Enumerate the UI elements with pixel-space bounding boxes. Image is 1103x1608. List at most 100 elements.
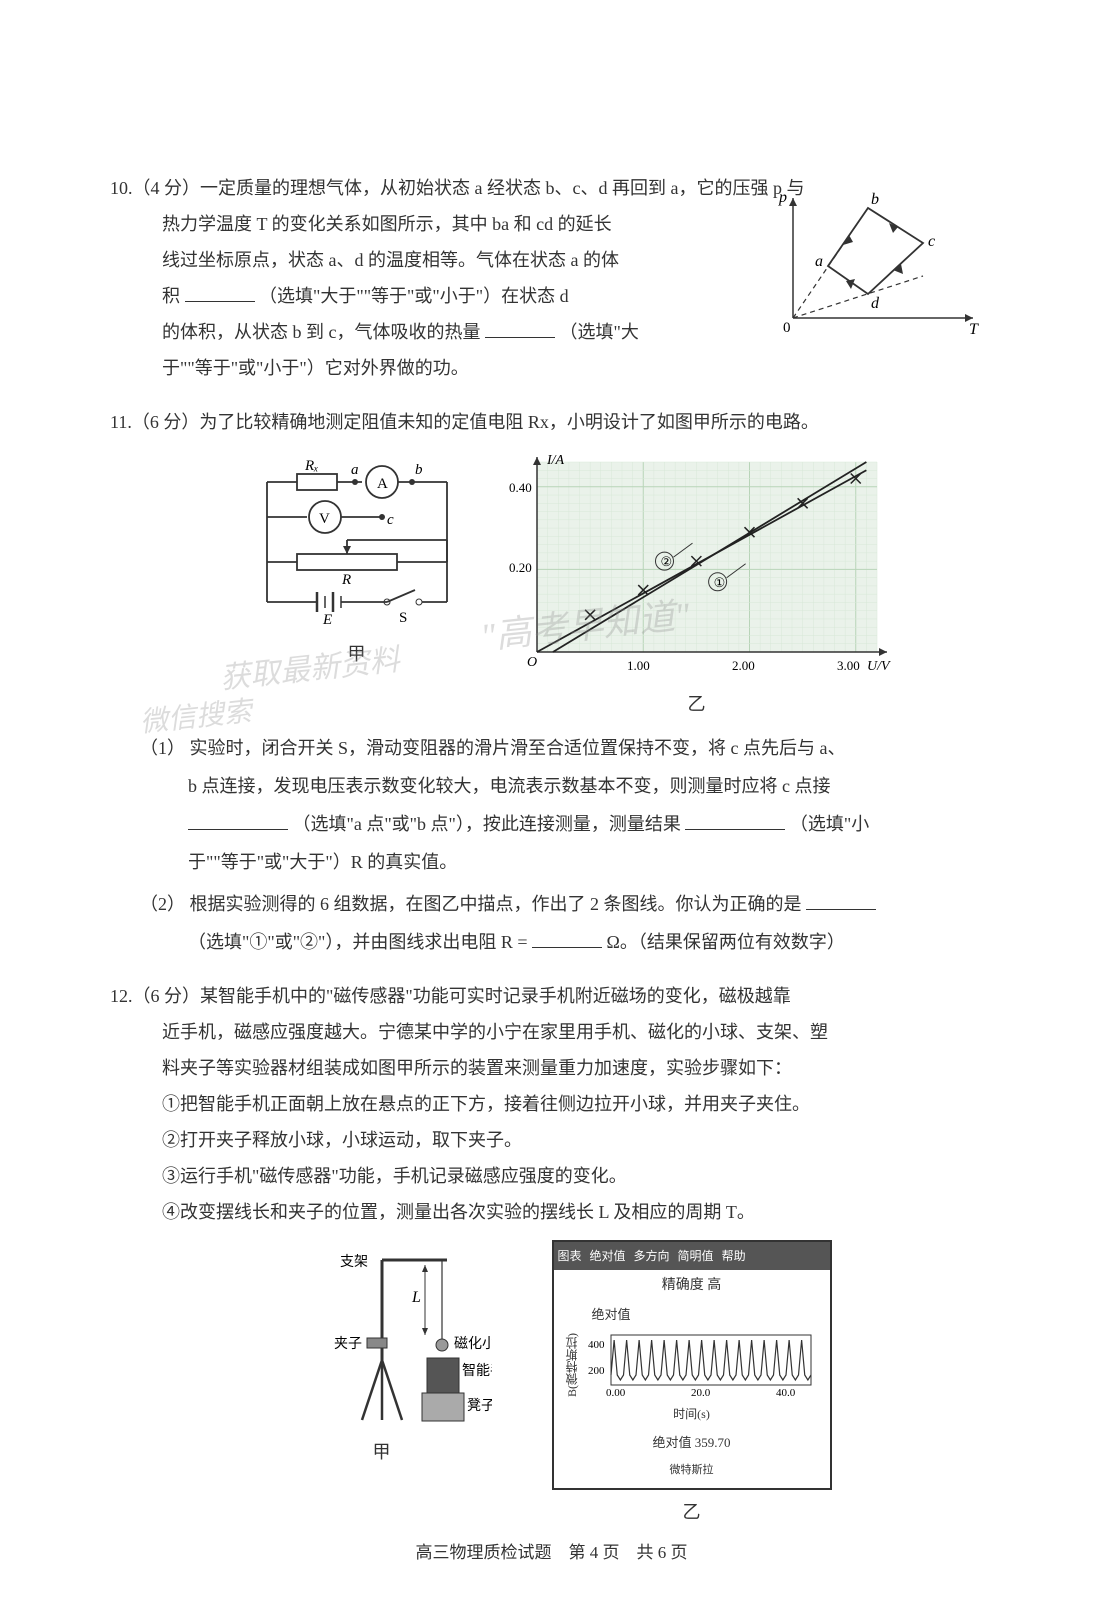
q10-line5-post: （选填"大	[560, 322, 639, 342]
q12-label-clip: 夹子	[334, 1336, 362, 1352]
sensor-footer-label: 绝对值	[652, 1435, 691, 1450]
q11-sub2-line2-pre: （选填"①"或"②"），并由图线求出电阻 R =	[188, 932, 528, 952]
sensor-y-label: B(微特斯拉)	[558, 1330, 586, 1400]
q11-label-e: E	[322, 612, 332, 628]
sensor-menu: 图表 绝对值 多方向 简明值 帮助	[554, 1242, 830, 1270]
sensor-footer-value: 359.70	[695, 1435, 731, 1450]
q11-label-b: b	[415, 462, 423, 478]
q12-label-bracket: 支架	[340, 1254, 368, 1270]
sensor-sub-label: 绝对值	[554, 1302, 830, 1328]
q11-sub1: （1） 实验时，闭合开关 S，滑动变阻器的滑片滑至合适位置保持不变，将 c 点先…	[110, 730, 993, 766]
svg-text:②: ②	[660, 554, 672, 569]
sensor-menu-2: 绝对值	[590, 1244, 626, 1268]
q10-line6: 于""等于"或"小于"）它对外界做的功。	[162, 358, 469, 378]
sensor-menu-1: 图表	[558, 1244, 582, 1268]
q12-label-phone: 智能手机	[462, 1363, 492, 1379]
q11-blank-1	[188, 812, 288, 830]
q11-label-s: S	[399, 610, 407, 626]
q12-label-ball: 磁化小球	[454, 1336, 492, 1352]
q11-points: （6 分）	[132, 404, 200, 440]
q11-number: 11.	[110, 404, 132, 440]
q11-blank-4	[532, 930, 602, 948]
q11-intro: 为了比较精确地测定阻值未知的定值电阻 Rx，小明设计了如图甲所示的电路。	[199, 404, 819, 440]
q10-pt-diagram: p T 0 a b c d	[773, 188, 983, 338]
q12-step2: ②打开夹子释放小球，小球运动，取下夹子。	[162, 1130, 522, 1150]
q10-x-label: T	[969, 321, 979, 338]
q11-blank-3	[806, 892, 876, 910]
q11-sub1-line2: b 点连接，发现电压表示数变化较大，电流表示数基本不变，则测量时应将 c 点接	[188, 776, 831, 796]
sensor-xtick-3: 40.0	[776, 1387, 796, 1399]
sensor-menu-5: 帮助	[722, 1244, 746, 1268]
q10-points: （4 分）	[133, 170, 201, 206]
q11-circuit-figure: A V	[247, 452, 467, 672]
q12-line1: 某智能手机中的"磁传感器"功能可实时记录手机附近磁场的变化，磁极越靠	[200, 978, 791, 1014]
sensor-ytick-2: 200	[588, 1365, 605, 1377]
page-footer: 高三物理质检试题 第 4 页 共 6 页	[0, 1536, 1103, 1570]
question-11: 11. （6 分） 为了比较精确地测定阻值未知的定值电阻 Rx，小明设计了如图甲…	[110, 404, 993, 960]
q11-sub1-line1: 实验时，闭合开关 S，滑动变阻器的滑片滑至合适位置保持不变，将 c 点先后与 a…	[190, 738, 846, 758]
q11-label-rx: Rₓ	[304, 458, 318, 474]
question-10: 10. （4 分） 一定质量的理想气体，从初始状态 a 经状态 b、c、d 再回…	[110, 170, 993, 386]
q10-blank-1	[185, 284, 255, 302]
q11-sub2: （2） 根据实验测得的 6 组数据，在图乙中描点，作出了 2 条图线。你认为正确…	[110, 886, 993, 922]
q11-label-r: R	[341, 572, 351, 588]
svg-text:A: A	[377, 476, 388, 492]
q11-ytick-1: 0.20	[509, 560, 532, 575]
q11-sub1-num: （1）	[140, 738, 185, 758]
q12-step4: ④改变摆线长和夹子的位置，测量出各次实验的摆线长 L 及相应的周期 T。	[162, 1202, 755, 1222]
q12-step3: ③运行手机"磁传感器"功能，手机记录磁感应强度的变化。	[162, 1166, 627, 1186]
q10-line3: 线过坐标原点，状态 a、d 的温度相等。气体在状态 a 的体	[162, 250, 619, 270]
q10-blank-2	[485, 320, 555, 338]
q12-line2: 近手机，磁感应强度越大。宁德某中学的小宁在家里用手机、磁化的小球、支架、塑	[162, 1022, 828, 1042]
q10-node-d: d	[871, 295, 880, 312]
q11-ytick-2: 0.40	[509, 480, 532, 495]
q11-xtick-3: 3.00	[837, 658, 860, 673]
q11-origin: O	[527, 655, 537, 670]
q11-chart-caption: 乙	[688, 686, 706, 722]
q10-node-b: b	[871, 191, 879, 208]
svg-text:V: V	[319, 511, 330, 527]
q11-xtick-1: 1.00	[627, 658, 650, 673]
q10-line4-pre: 积	[162, 286, 180, 306]
svg-text:①: ①	[713, 575, 725, 590]
sensor-xtick-2: 20.0	[691, 1387, 711, 1399]
q11-sub2-num: （2）	[140, 894, 185, 914]
q11-sub2-line2-post: Ω。（结果保留两位有效数字）	[607, 932, 845, 952]
sensor-x-label: 时间(s)	[554, 1402, 830, 1426]
q11-xtick-2: 2.00	[732, 658, 755, 673]
q11-x-label: U/V	[867, 659, 891, 674]
q11-circuit-caption: 甲	[348, 636, 366, 672]
sensor-ytick-1: 400	[588, 1339, 605, 1351]
q10-line1: 一定质量的理想气体，从初始状态 a 经状态 b、c、d 再回到 a，它的压强 p…	[200, 170, 804, 206]
q10-y-label: p	[778, 189, 787, 206]
sensor-menu-3: 多方向	[634, 1244, 670, 1268]
q12-number: 12.	[110, 978, 133, 1014]
question-12: 12. （6 分） 某智能手机中的"磁传感器"功能可实时记录手机附近磁场的变化，…	[110, 978, 993, 1530]
q12-label-stool: 凳子	[467, 1398, 492, 1414]
q10-origin: 0	[783, 320, 791, 336]
sensor-title: 精确度 高	[554, 1270, 830, 1302]
q11-chart-figure: I/A U/V O 0.20 0.40 1.00 2.00 3.00 ① ② 乙	[497, 452, 897, 722]
q11-y-label: I/A	[546, 453, 565, 468]
sensor-menu-4: 简明值	[678, 1244, 714, 1268]
q10-line4-post: （选填"大于""等于"或"小于"）在状态 d	[259, 286, 569, 306]
q12-line3: 料夹子等实验器材组装成如图甲所示的装置来测量重力加速度，实验步骤如下：	[162, 1058, 792, 1078]
q12-label-l: L	[411, 1289, 421, 1306]
q11-blank-2	[685, 812, 785, 830]
q12-sensor-figure: 图表 绝对值 多方向 简明值 帮助 精确度 高 绝对值 B(微特斯拉) 400 …	[552, 1240, 832, 1530]
q12-points: （6 分）	[133, 978, 201, 1014]
q10-number: 10.	[110, 170, 133, 206]
q10-line2: 热力学温度 T 的变化关系如图所示，其中 ba 和 cd 的延长	[162, 214, 612, 234]
sensor-footer-unit: 微特斯拉	[670, 1464, 714, 1476]
q12-step1: ①把智能手机正面朝上放在悬点的正下方，接着往侧边拉开小球，并用夹子夹住。	[162, 1094, 810, 1114]
q11-label-a: a	[351, 462, 359, 478]
q10-node-c: c	[928, 233, 935, 250]
q11-sub2-line1: 根据实验测得的 6 组数据，在图乙中描点，作出了 2 条图线。你认为正确的是	[190, 894, 802, 914]
q11-label-c: c	[387, 512, 394, 528]
q10-node-a: a	[815, 253, 823, 270]
sensor-xtick-1: 0.00	[606, 1387, 626, 1399]
q12-apparatus-figure: 支架 L 夹子 磁化小球 智能手机 凳子 甲	[272, 1240, 492, 1470]
q11-sub1-line3-mid: （选填"a 点"或"b 点"），按此连接测量，测量结果	[293, 814, 681, 834]
q12-apparatus-caption: 甲	[373, 1434, 391, 1470]
q11-sub1-line3-post: （选填"小	[790, 814, 869, 834]
